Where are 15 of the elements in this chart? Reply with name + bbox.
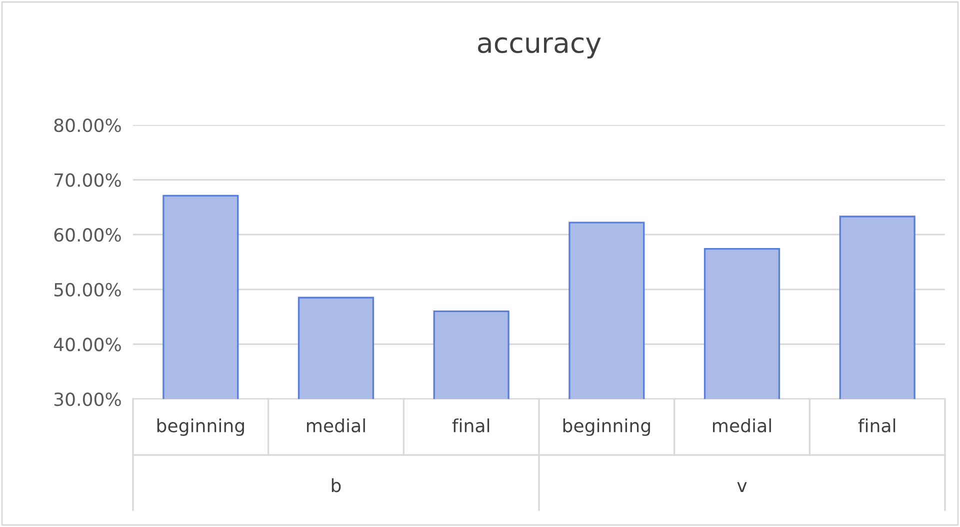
chart-title: accuracy [478, 37, 601, 59]
x-tick-label: beginning [157, 418, 244, 436]
y-tick-label: 50.00% [54, 282, 121, 297]
x-tick-label: final [858, 418, 896, 432]
y-tick-label: 40.00% [54, 338, 121, 352]
y-tick-label: 80.00% [54, 118, 121, 132]
x-tick-label: medial [713, 418, 771, 432]
y-tick-label: 60.00% [54, 228, 121, 242]
x-tick-label: beginning [563, 418, 650, 436]
text: v [737, 482, 747, 492]
text: b [332, 478, 341, 492]
y-tick-label: 70.00% [54, 173, 121, 187]
x-tick-label: medial [307, 418, 365, 432]
x-tick-label: final [452, 418, 490, 432]
y-tick-label: 30.00% [54, 392, 121, 406]
